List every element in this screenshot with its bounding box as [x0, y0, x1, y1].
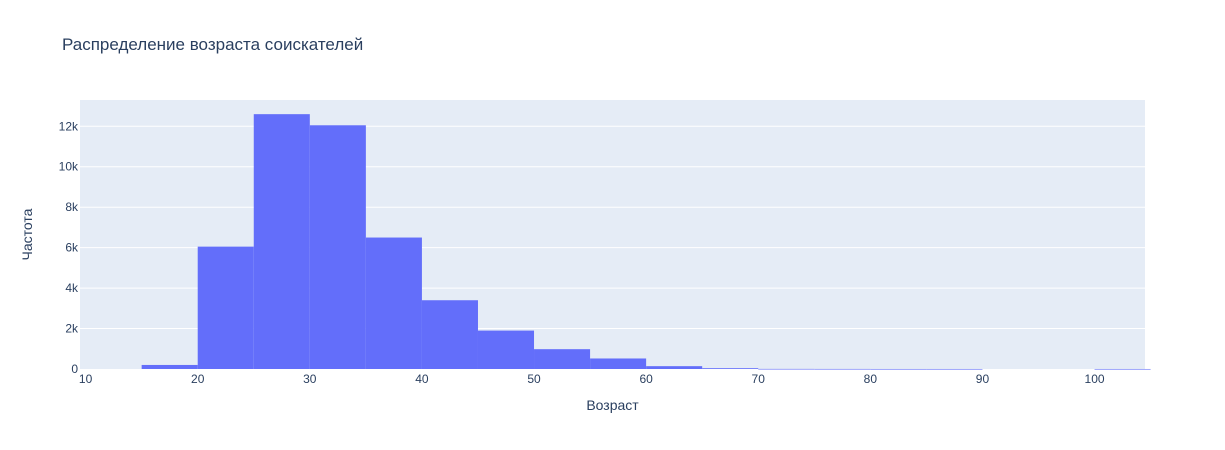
histogram-bar: [365, 237, 422, 369]
x-tick-label: 100: [1085, 372, 1105, 386]
histogram-bar: [758, 368, 815, 370]
chart-title: Распределение возраста соискателей: [62, 35, 363, 54]
histogram-bar: [870, 368, 927, 370]
bars: [141, 114, 1151, 370]
histogram-bar: [814, 368, 871, 370]
x-tick-label: 30: [303, 372, 317, 386]
y-tick-label: 10k: [59, 160, 79, 174]
histogram-bar: [1094, 368, 1151, 370]
y-tick-label: 4k: [65, 281, 79, 295]
histogram-bar: [590, 358, 647, 369]
x-axis-ticks: 10 20 30 40 50 60 70 80 90 100: [79, 372, 1105, 386]
x-tick-label: 50: [527, 372, 541, 386]
y-tick-label: 8k: [65, 200, 79, 214]
histogram-bar: [534, 349, 591, 369]
histogram-bar: [646, 366, 703, 369]
x-tick-label: 10: [79, 372, 93, 386]
histogram-bar: [421, 300, 478, 369]
histogram-bar: [309, 125, 366, 369]
x-tick-label: 40: [415, 372, 429, 386]
histogram-bar: [702, 368, 759, 369]
histogram-bar: [926, 368, 983, 370]
y-axis-title: Частота: [19, 208, 35, 260]
x-tick-label: 60: [639, 372, 653, 386]
histogram-bar: [141, 364, 198, 369]
y-tick-label: 6k: [65, 241, 79, 255]
x-axis-title: Возраст: [586, 397, 639, 413]
y-tick-label: 12k: [59, 119, 79, 133]
x-tick-label: 80: [864, 372, 878, 386]
histogram-bar: [197, 246, 254, 369]
y-axis-ticks: 0 2k 4k 6k 8k 10k 12k: [59, 119, 79, 376]
x-tick-label: 20: [191, 372, 205, 386]
y-tick-label: 0: [71, 362, 78, 376]
histogram-bar: [477, 330, 535, 369]
x-tick-label: 70: [752, 372, 766, 386]
y-tick-label: 2k: [65, 322, 79, 336]
x-tick-label: 90: [976, 372, 990, 386]
histogram-bar: [253, 114, 310, 369]
